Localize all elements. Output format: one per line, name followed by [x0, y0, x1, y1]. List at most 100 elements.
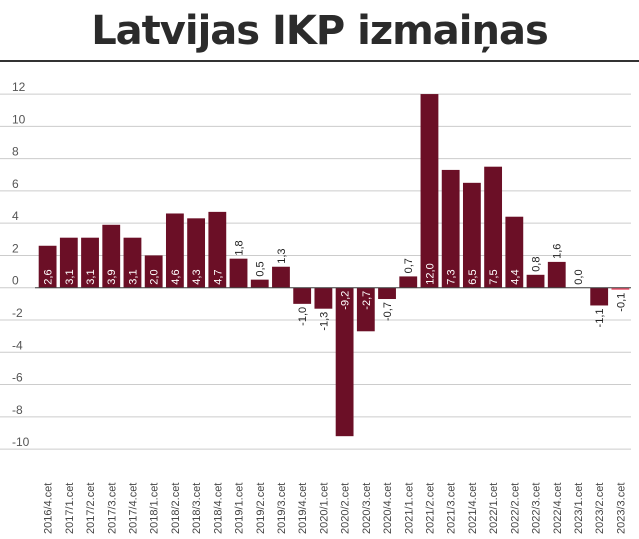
value-label: -9,2 [340, 291, 352, 310]
x-tick-label: 2017/2.cet [85, 483, 97, 534]
value-label: -1,1 [594, 308, 606, 327]
bar [526, 274, 545, 288]
value-label: 6,5 [467, 269, 479, 284]
value-label: 0,7 [403, 258, 415, 273]
x-tick-label: 2021/3.cet [446, 483, 458, 534]
x-tick-label: 2018/4.cet [212, 483, 224, 534]
value-labels: 2,6 3,1 3,1 3,9 3,1 2,0 4,6 4,3 4,7 1,8 0,5 1,3 -1,0… [43, 240, 628, 330]
x-tick-label: 2017/4.cet [127, 483, 139, 534]
bar [314, 287, 333, 309]
x-tick-label: 2019/3.cet [276, 483, 288, 534]
value-label: 4,7 [212, 269, 224, 284]
x-tick-label: 2022/1.cet [488, 483, 500, 534]
y-tick-label: 10 [12, 112, 26, 126]
y-tick-label: -10 [12, 435, 30, 449]
value-label: 1,8 [234, 240, 246, 255]
value-label: -1,0 [297, 307, 309, 326]
value-label: 2,0 [149, 269, 161, 284]
value-label: 1,6 [552, 244, 564, 259]
x-axis-ticks: 2016/4.cet 2017/1.cet 2017/2.cet 2017/3.cet… [43, 483, 628, 534]
value-label: 3,1 [64, 269, 76, 284]
x-tick-label: 2023/3.cet [615, 483, 627, 534]
y-tick-label: 8 [12, 145, 19, 159]
value-label: -0,7 [382, 302, 394, 321]
x-tick-label: 2022/4.cet [552, 483, 564, 534]
value-label: -2,7 [361, 291, 373, 310]
x-tick-label: 2020/1.cet [318, 483, 330, 534]
chart-title: Latvijas IKP izmaiņas [91, 8, 549, 54]
value-label: 0,0 [573, 269, 585, 284]
bar [250, 279, 269, 288]
x-tick-label: 2020/3.cet [361, 483, 373, 534]
value-label: 0,5 [255, 261, 267, 276]
value-label: 7,3 [446, 269, 458, 284]
x-tick-label: 2022/2.cet [509, 483, 521, 534]
value-label: -1,3 [318, 312, 330, 331]
bar [378, 287, 396, 300]
x-tick-label: 2019/1.cet [234, 483, 246, 534]
x-tick-label: 2019/2.cet [255, 483, 267, 534]
x-tick-label: 2017/1.cet [64, 483, 76, 534]
bar [547, 261, 566, 288]
bar [399, 276, 418, 288]
bar [165, 213, 184, 288]
y-tick-label: -2 [12, 306, 23, 320]
x-tick-label: 2021/4.cet [467, 483, 479, 534]
y-tick-label: 0 [12, 274, 19, 288]
value-label: 3,1 [127, 269, 139, 284]
x-tick-label: 2022/3.cet [531, 483, 543, 534]
x-tick-label: 2020/4.cet [382, 483, 394, 534]
value-label: 7,5 [488, 269, 500, 284]
bar [611, 287, 630, 290]
bar [208, 211, 227, 288]
y-tick-label: 6 [12, 177, 19, 191]
x-tick-label: 2021/2.cet [424, 483, 436, 534]
bar [123, 237, 142, 288]
bar [293, 287, 312, 304]
x-tick-label: 2016/4.cet [43, 483, 55, 534]
title-rule [0, 60, 639, 62]
bar [462, 182, 481, 288]
y-tick-label: -4 [12, 338, 23, 352]
x-tick-label: 2021/1.cet [403, 483, 415, 534]
y-axis-ticks: 12 10 8 6 4 2 0 -2 -4 -6 -8 -10 [12, 80, 30, 449]
value-label: 1,3 [276, 248, 288, 263]
value-label: 4,4 [509, 269, 521, 284]
x-tick-label: 2017/3.cet [106, 483, 118, 534]
value-label: 4,6 [170, 269, 182, 284]
y-tick-label: 4 [12, 209, 19, 223]
bars [38, 94, 630, 437]
value-label: 12,0 [424, 263, 436, 284]
x-tick-label: 2020/2.cet [340, 483, 352, 534]
bar [590, 287, 609, 306]
value-label: 0,8 [531, 257, 543, 272]
bar [505, 216, 524, 288]
bar [144, 255, 163, 288]
value-label: -0,1 [615, 293, 627, 312]
value-label: 3,1 [85, 269, 97, 284]
value-label: 3,9 [106, 269, 118, 284]
bar [356, 287, 375, 332]
value-label: 4,3 [191, 269, 203, 284]
y-tick-label: 2 [12, 241, 19, 255]
y-tick-label: 12 [12, 80, 26, 94]
bar [81, 237, 99, 288]
y-tick-label: -6 [12, 371, 23, 385]
x-tick-label: 2023/2.cet [594, 483, 606, 534]
bar [272, 266, 290, 288]
value-label: 2,6 [43, 269, 55, 284]
bar [59, 237, 78, 288]
y-tick-label: -8 [12, 403, 23, 417]
bar [102, 224, 121, 288]
bar [484, 166, 503, 288]
bar [187, 218, 206, 288]
x-tick-label: 2018/3.cet [191, 483, 203, 534]
x-tick-label: 2018/2.cet [170, 483, 182, 534]
bar [335, 287, 354, 437]
bar [441, 169, 460, 288]
x-tick-label: 2018/1.cet [149, 483, 161, 534]
bar [229, 258, 248, 288]
x-tick-label: 2019/4.cet [297, 483, 309, 534]
bar [38, 245, 57, 288]
